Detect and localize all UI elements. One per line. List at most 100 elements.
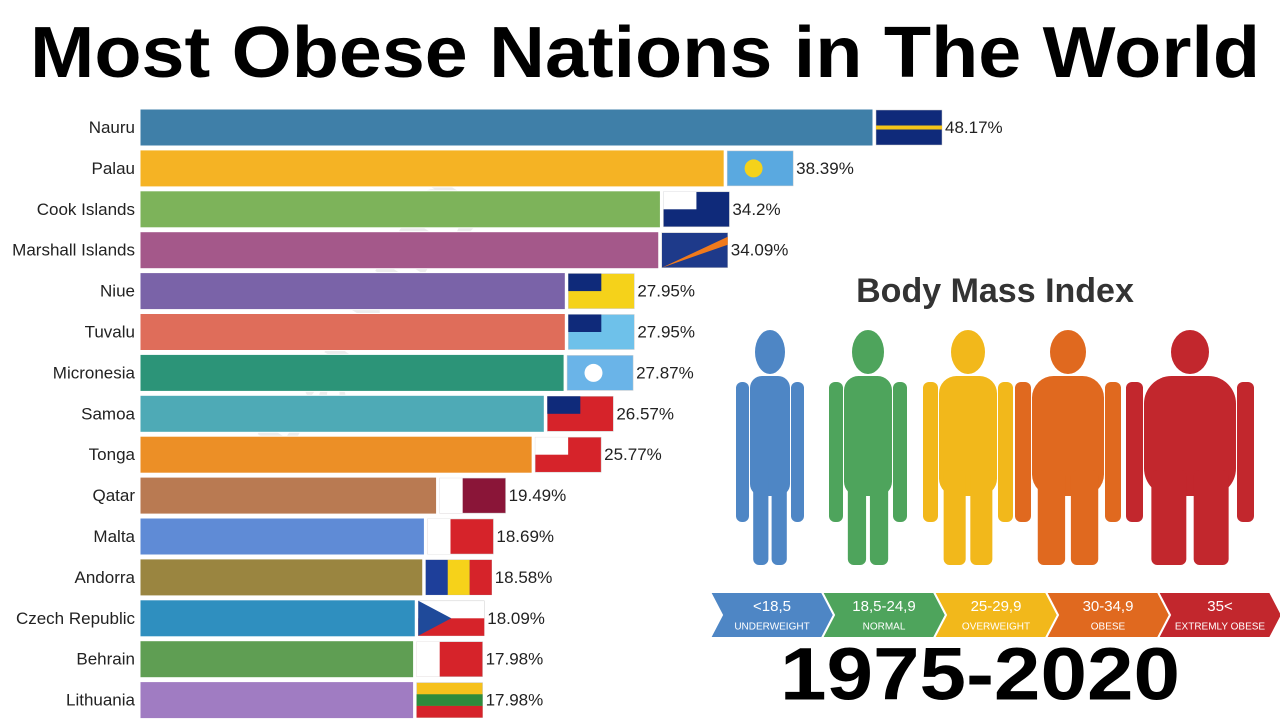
flag	[661, 232, 728, 268]
body-figure	[923, 330, 1013, 565]
bar	[139, 231, 660, 270]
value-label: 18.58%	[495, 568, 553, 587]
value-label: 48.17%	[945, 118, 1003, 137]
figure-arm	[1237, 382, 1254, 522]
flag	[439, 477, 506, 514]
flag-emblem	[744, 159, 763, 178]
figure-torso	[844, 376, 892, 496]
flag	[566, 355, 634, 391]
flag-triangle	[418, 600, 452, 636]
flag-canton	[663, 191, 697, 210]
bar	[139, 272, 566, 311]
figure-torso	[750, 376, 790, 496]
figure-arm	[829, 382, 843, 522]
body-figure	[1126, 330, 1254, 565]
value-label: 34.2%	[732, 200, 780, 219]
bmi-label: OBESE	[1091, 622, 1126, 633]
bmi-label: EXTREMLY OBESE	[1175, 622, 1266, 633]
body-figure	[829, 330, 907, 565]
bar	[139, 640, 415, 679]
flag-hoist	[416, 641, 440, 677]
figure-torso	[1144, 376, 1236, 496]
bmi-range: <18,5	[753, 598, 791, 615]
bar	[139, 558, 424, 597]
flag	[418, 600, 485, 637]
category-label: Behrain	[76, 650, 135, 669]
bmi-range: 30-34,9	[1083, 598, 1134, 615]
bar	[139, 435, 533, 474]
figure-arm	[893, 382, 907, 522]
value-label: 34.09%	[731, 241, 789, 260]
figure-arm	[736, 382, 749, 522]
flag-canton	[535, 437, 569, 455]
value-label: 17.98%	[486, 650, 544, 669]
flag	[726, 150, 794, 187]
figure-leg	[1037, 470, 1066, 565]
figure-arm	[1105, 382, 1121, 522]
flag-hoist	[439, 478, 463, 514]
category-label: Micronesia	[53, 363, 136, 382]
figure-arm	[1015, 382, 1031, 522]
figure-leg	[1193, 470, 1229, 565]
period: 1975-2020	[780, 633, 1180, 716]
flag-band	[416, 705, 483, 718]
value-label: 19.49%	[509, 486, 567, 505]
bar	[139, 149, 725, 188]
bmi-label: OVERWEIGHT	[962, 622, 1030, 633]
figure-arm	[1126, 382, 1143, 522]
bar	[139, 190, 661, 229]
bmi-range: 25-29,9	[971, 598, 1022, 615]
bar	[139, 681, 415, 720]
flag	[568, 273, 635, 309]
bar	[139, 517, 425, 556]
category-label: Palau	[92, 159, 135, 178]
flag	[534, 436, 602, 473]
figure-leg	[1070, 470, 1099, 565]
bmi-range: 18,5-24,9	[852, 598, 915, 615]
bmi-label: NORMAL	[863, 622, 906, 633]
flag-band	[425, 559, 448, 595]
figure-leg	[753, 470, 769, 565]
bar	[139, 599, 416, 638]
flag-canton	[568, 314, 602, 332]
figure-head	[755, 330, 785, 374]
category-label: Malta	[93, 527, 135, 546]
category-label: Lithuania	[66, 691, 136, 710]
value-label: 27.95%	[637, 322, 695, 341]
category-label: Samoa	[81, 404, 135, 423]
value-label: 26.57%	[616, 404, 674, 423]
flag-band	[447, 559, 470, 595]
flag-canton	[568, 273, 602, 292]
figure-arm	[923, 382, 938, 522]
flag	[427, 518, 494, 555]
flag-stripe	[876, 125, 942, 130]
bar	[139, 313, 566, 351]
figure-arm	[791, 382, 804, 522]
figure-torso	[1032, 376, 1104, 496]
flag-canton	[547, 396, 581, 414]
value-label: 27.87%	[636, 363, 694, 382]
figure-arm	[998, 382, 1013, 522]
bmi-title: Body Mass Index	[856, 272, 1134, 310]
figure-leg	[970, 470, 993, 565]
figure-leg	[847, 470, 867, 565]
category-label: Czech Republic	[16, 609, 136, 628]
flag-emblem	[584, 363, 603, 382]
figure-head	[852, 330, 884, 374]
flag-band	[469, 559, 492, 595]
category-label: Nauru	[89, 118, 135, 137]
flag-field	[661, 232, 728, 268]
bmi-label: UNDERWEIGHT	[734, 622, 809, 633]
category-label: Cook Islands	[37, 200, 135, 219]
bmi-chevron	[1156, 591, 1280, 639]
body-figure	[1015, 330, 1121, 565]
value-label: 18.09%	[487, 609, 545, 628]
category-label: Tuvalu	[85, 322, 135, 341]
value-label: 17.98%	[486, 691, 544, 710]
bar	[139, 476, 438, 515]
value-label: 18.69%	[496, 527, 554, 546]
value-label: 27.95%	[637, 282, 695, 301]
figure-head	[951, 330, 985, 374]
